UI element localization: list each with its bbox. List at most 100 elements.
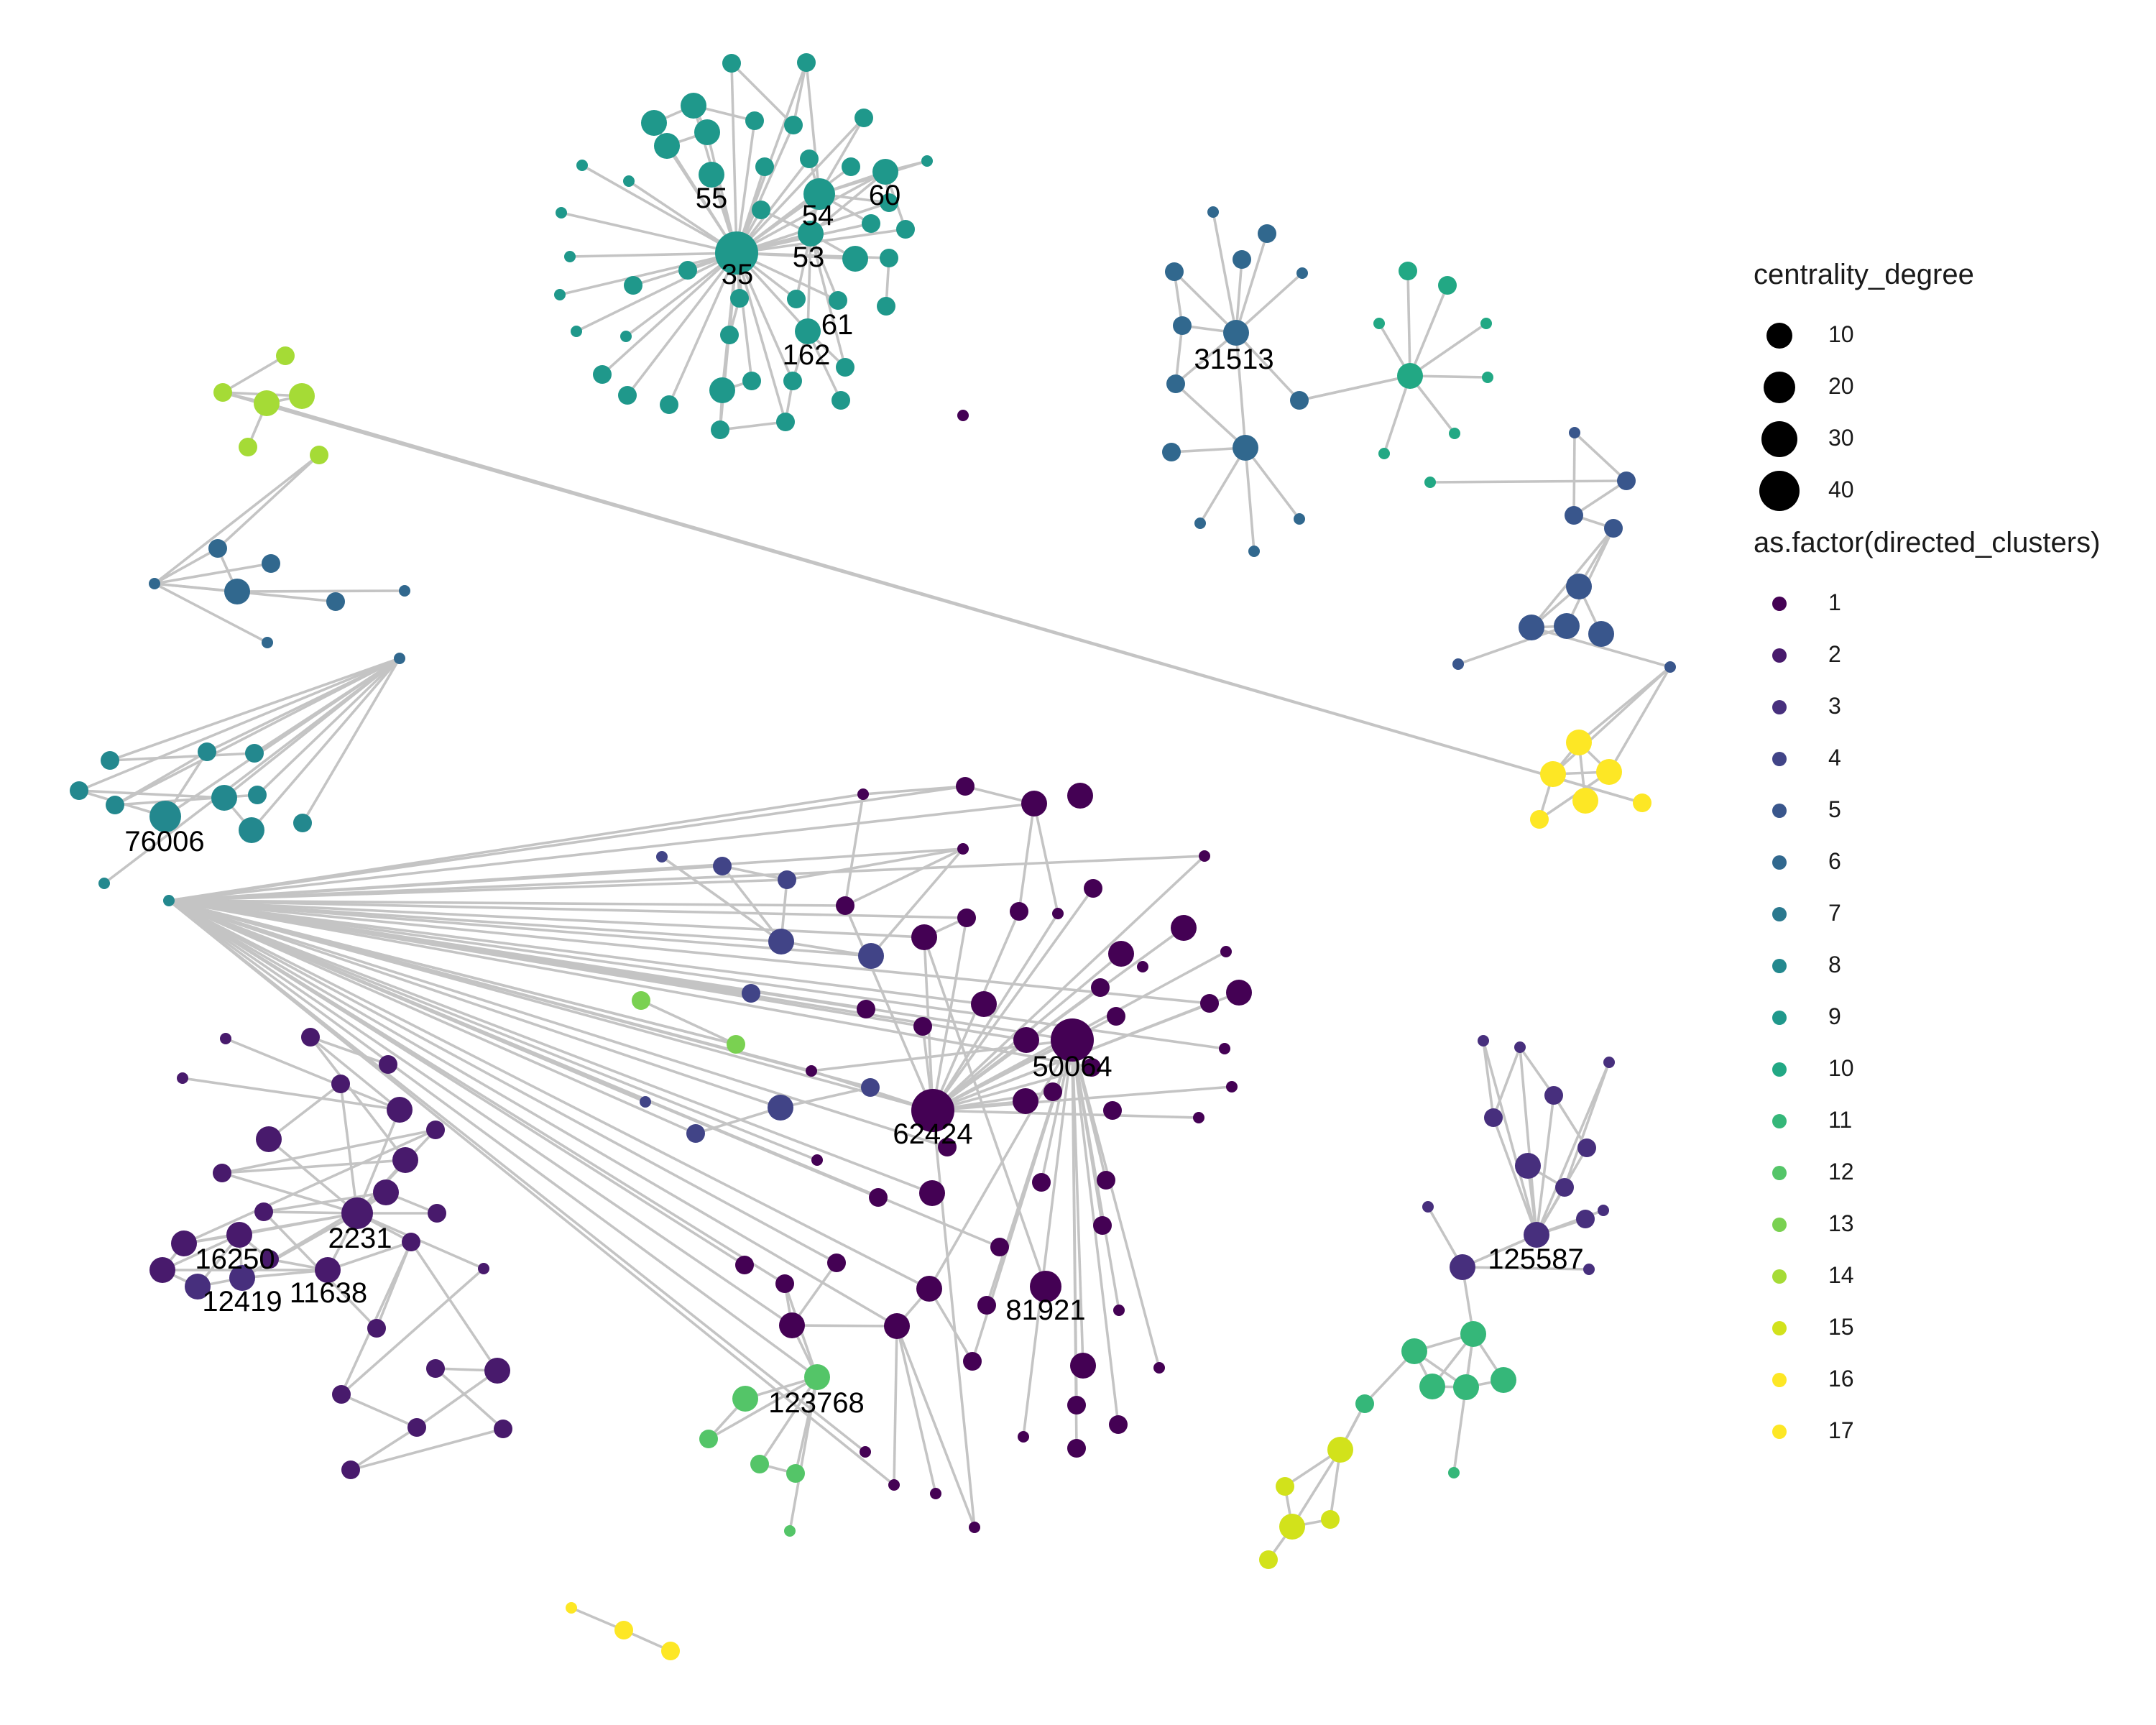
- graph-edge: [791, 1324, 898, 1328]
- color-legend-label: 14: [1828, 1262, 1854, 1288]
- graph-edge: [167, 899, 895, 1486]
- graph-edge: [168, 899, 737, 1046]
- node-label-76006: 76006: [124, 826, 204, 857]
- color-legend-entry: 6: [1754, 837, 2156, 888]
- graph-node: [1067, 1396, 1086, 1414]
- graph-edge: [266, 402, 1643, 804]
- graph-edge: [168, 899, 872, 957]
- graph-node: [98, 878, 110, 889]
- graph-edge: [730, 62, 795, 126]
- graph-node: [399, 585, 410, 597]
- color-legend-label: 2: [1828, 641, 1841, 667]
- graph-edge: [1409, 285, 1449, 377]
- graph-node: [260, 1250, 279, 1269]
- graph-node: [1051, 1018, 1094, 1062]
- graph-edge: [340, 1241, 413, 1395]
- graph-edge: [221, 1172, 358, 1215]
- graph-node: [1373, 318, 1385, 329]
- node-label-55: 55: [696, 183, 728, 214]
- graph-node: [1515, 1153, 1541, 1179]
- graph-edge: [1235, 332, 1247, 448]
- graph-edge: [168, 899, 898, 1328]
- graph-edge: [167, 899, 819, 1379]
- graph-node: [1327, 1437, 1353, 1463]
- graph-edge: [225, 1037, 400, 1111]
- graph-edge: [340, 1267, 485, 1396]
- node-label-11638: 11638: [290, 1277, 367, 1309]
- graph-edge: [301, 658, 401, 824]
- graph-node: [211, 785, 237, 811]
- graph-edge: [640, 999, 737, 1046]
- color-legend-key: [1754, 1251, 1805, 1302]
- graph-node: [1519, 615, 1544, 640]
- graph-node: [861, 1078, 880, 1097]
- color-legend-entry: 1: [1754, 578, 2156, 630]
- graph-node: [149, 1257, 175, 1283]
- graph-edge: [735, 124, 795, 254]
- graph-edge: [356, 1212, 484, 1270]
- graph-node: [930, 1488, 941, 1499]
- graph-node: [803, 178, 835, 210]
- color-legend-dot: [1772, 855, 1787, 870]
- color-legend-entry: 14: [1754, 1251, 2156, 1302]
- size-legend: 10 20 30 40: [1754, 310, 2156, 517]
- graph-node: [880, 249, 898, 267]
- graph-node: [1233, 435, 1258, 461]
- graph-node: [1162, 443, 1181, 461]
- graph-node: [1576, 1210, 1595, 1228]
- color-legend-dot: [1772, 804, 1787, 818]
- graph-node: [1194, 518, 1206, 529]
- graph-node: [254, 390, 280, 416]
- graph-node: [836, 358, 854, 377]
- graph-edge: [893, 1325, 898, 1486]
- color-legend-entry: 9: [1754, 992, 2156, 1044]
- graph-edge: [236, 589, 405, 593]
- graph-edge: [1519, 1046, 1555, 1097]
- graph-node: [373, 1179, 399, 1205]
- graph-edge: [722, 865, 788, 881]
- graph-node: [1223, 320, 1249, 346]
- graph-edge: [415, 1369, 499, 1429]
- graph-node: [699, 1430, 718, 1448]
- graph-node: [1153, 1362, 1165, 1374]
- graph-node: [618, 386, 637, 405]
- graph-node: [239, 817, 264, 843]
- node-label-16250: 16250: [195, 1243, 275, 1275]
- graph-edge: [168, 899, 871, 1089]
- graph-node: [854, 109, 873, 127]
- graph-node: [1226, 980, 1252, 1006]
- graph-edge: [1383, 375, 1411, 454]
- graph-edge: [1573, 431, 1628, 482]
- graph-edge: [735, 252, 794, 382]
- graph-edge: [628, 180, 737, 254]
- graph-node: [715, 231, 758, 275]
- graph-node: [811, 1154, 823, 1166]
- graph-node: [293, 814, 312, 832]
- graph-node: [775, 1274, 794, 1293]
- color-legend-entry: 7: [1754, 888, 2156, 940]
- color-legend-label: 3: [1828, 693, 1841, 719]
- color-legend-label: 4: [1828, 745, 1841, 770]
- color-legend-key: [1754, 837, 1805, 888]
- graph-node: [1010, 902, 1028, 921]
- graph-node: [1588, 621, 1614, 647]
- graph-node: [678, 261, 697, 280]
- graph-node: [656, 851, 668, 862]
- graph-node: [1113, 1305, 1125, 1316]
- graph-edge: [154, 562, 272, 585]
- graph-edge: [341, 1393, 418, 1429]
- size-legend-key: [1754, 413, 1805, 465]
- graph-edge: [844, 905, 934, 1111]
- graph-edge: [167, 899, 793, 1327]
- size-legend-label: 40: [1828, 477, 1854, 502]
- graph-edge: [931, 913, 1059, 1111]
- graph-node: [1137, 961, 1148, 972]
- graph-node: [742, 372, 761, 390]
- graph-node: [341, 1197, 373, 1229]
- graph-node: [171, 1230, 197, 1256]
- graph-node: [1514, 1041, 1526, 1053]
- graph-edge: [310, 1036, 389, 1066]
- graph-edge: [1244, 446, 1301, 520]
- graph-edge: [168, 802, 1035, 902]
